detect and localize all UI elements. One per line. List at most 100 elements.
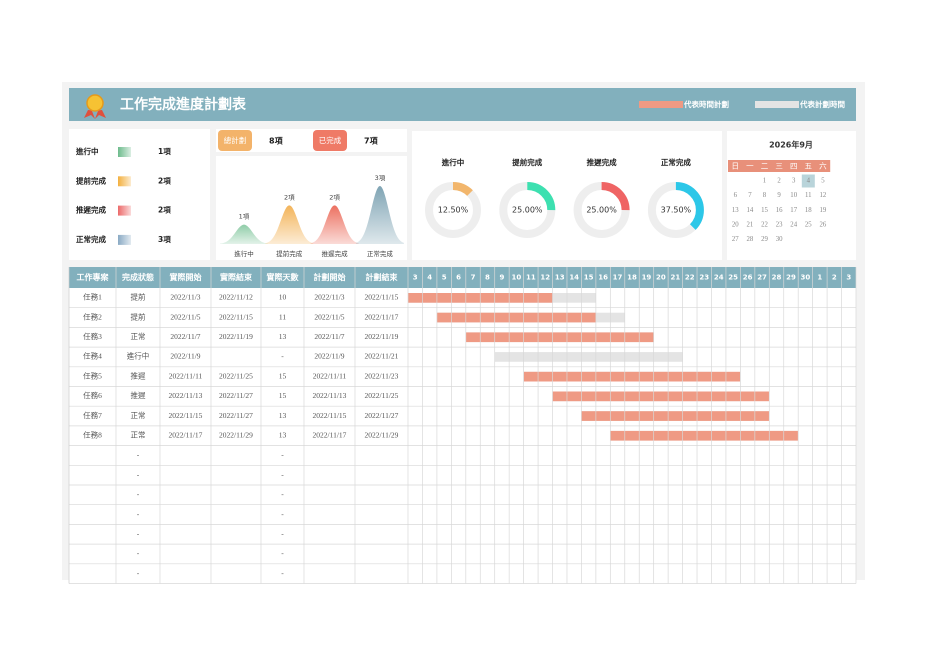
day-header: 2 <box>832 274 837 282</box>
calendar-day: 23 <box>776 221 783 228</box>
cell: - <box>137 549 140 558</box>
day-header: 16 <box>598 274 608 282</box>
status-count: 3項 <box>158 235 171 244</box>
cell: 2022/11/25 <box>365 391 399 400</box>
cell: 2022/11/19 <box>219 332 253 341</box>
weekday: 四 <box>790 162 798 171</box>
cell: 任務7 <box>83 410 102 420</box>
cell: 2022/11/29 <box>219 430 253 439</box>
cell: 任務1 <box>83 292 102 302</box>
cell: - <box>137 529 140 538</box>
cell: 2022/11/15 <box>365 293 399 302</box>
calendar-box <box>727 131 856 260</box>
cell: 2022/11/15 <box>219 312 253 321</box>
cell: 任務3 <box>83 331 102 341</box>
cell: 2022/11/9 <box>170 352 200 361</box>
day-header: 12 <box>540 274 550 282</box>
cell: - <box>281 450 284 459</box>
day-header: 4 <box>427 274 432 282</box>
cell: 2022/11/9 <box>314 352 344 361</box>
donut-arc <box>573 182 630 238</box>
total-badge <box>218 130 252 151</box>
cell: 任務8 <box>83 429 102 439</box>
cell: - <box>281 549 284 558</box>
day-header: 25 <box>728 274 738 282</box>
cell: 2022/11/17 <box>169 430 203 439</box>
cell: 2022/11/7 <box>314 332 344 341</box>
calendar-day: 24 <box>790 221 797 228</box>
cell: 任務2 <box>83 311 102 321</box>
status-swatch <box>118 147 131 157</box>
calendar-day: 19 <box>820 207 827 214</box>
cell: 2022/11/29 <box>365 430 399 439</box>
title-bar <box>69 88 856 121</box>
cell: 進行中 <box>127 351 150 361</box>
calendar-day: 1 <box>763 178 766 185</box>
status-name: 推遲完成 <box>76 205 106 215</box>
calendar-day: 30 <box>776 236 783 243</box>
cell: - <box>281 509 284 518</box>
donut-value: 12.50% <box>438 206 469 215</box>
day-header: 30 <box>801 274 811 282</box>
legend-swatch <box>639 101 683 108</box>
calendar-day: 22 <box>761 221 768 228</box>
column-header: 實際開始 <box>170 272 202 282</box>
calendar-day: 29 <box>761 236 768 243</box>
status-count: 1項 <box>158 147 171 156</box>
donut-arc <box>499 182 556 238</box>
donut-arc <box>647 182 704 238</box>
calendar-day: 12 <box>820 192 827 199</box>
calendar-header <box>728 160 831 172</box>
donut-title: 推遲完成 <box>587 157 617 167</box>
weekday: 六 <box>819 161 827 171</box>
cell: 任務4 <box>83 351 102 361</box>
bell <box>310 205 359 244</box>
calendar-day: 27 <box>732 236 739 243</box>
column-header: 實際天數 <box>267 272 300 282</box>
cell: 2022/11/27 <box>219 411 253 420</box>
calendar-day: 9 <box>777 192 781 199</box>
table-header <box>69 267 856 288</box>
day-header: 29 <box>786 274 796 282</box>
day-header: 10 <box>512 274 522 282</box>
day-header: 7 <box>471 274 476 282</box>
day-header: 23 <box>699 274 709 282</box>
cell: 2022/11/12 <box>219 293 253 302</box>
column-header: 完成狀態 <box>122 272 154 282</box>
calendar-day: 14 <box>747 207 754 214</box>
bell-category: 正常完成 <box>367 249 394 258</box>
cell: 正常 <box>131 411 146 420</box>
day-header: 1 <box>817 274 822 282</box>
bell <box>355 186 404 244</box>
day-header: 17 <box>613 274 623 282</box>
status-swatch <box>118 205 131 216</box>
calendar-day: 21 <box>747 221 754 228</box>
donut-title: 正常完成 <box>661 157 691 167</box>
calendar-day: 10 <box>790 192 797 199</box>
calendar-day: 2 <box>777 178 781 185</box>
cell: 2022/11/25 <box>219 371 253 380</box>
weekday: 二 <box>761 162 769 171</box>
total-value: 7項 <box>364 137 379 146</box>
day-header: 18 <box>627 274 637 282</box>
cell: - <box>281 529 284 538</box>
cell: 13 <box>279 411 287 420</box>
legend-label: 代表計劃時間 <box>799 99 845 109</box>
calendar-day: 5 <box>821 178 825 185</box>
actual-bar <box>436 312 596 323</box>
plan-bar <box>494 352 683 362</box>
column-header: 計劃開始 <box>314 272 346 282</box>
day-header: 8 <box>485 274 490 282</box>
medal-icon <box>84 94 106 119</box>
calendar-day: 16 <box>776 207 783 214</box>
day-header: 3 <box>413 274 418 282</box>
title: 工作完成進度計劃表 <box>120 96 247 113</box>
status-count: 2項 <box>158 176 171 185</box>
donut-arc <box>425 182 481 238</box>
calendar-day: 25 <box>805 221 812 228</box>
cell: 2022/11/5 <box>314 312 344 321</box>
cell: - <box>281 470 284 479</box>
day-header: 5 <box>442 274 447 282</box>
cell: 2022/11/27 <box>365 411 399 420</box>
